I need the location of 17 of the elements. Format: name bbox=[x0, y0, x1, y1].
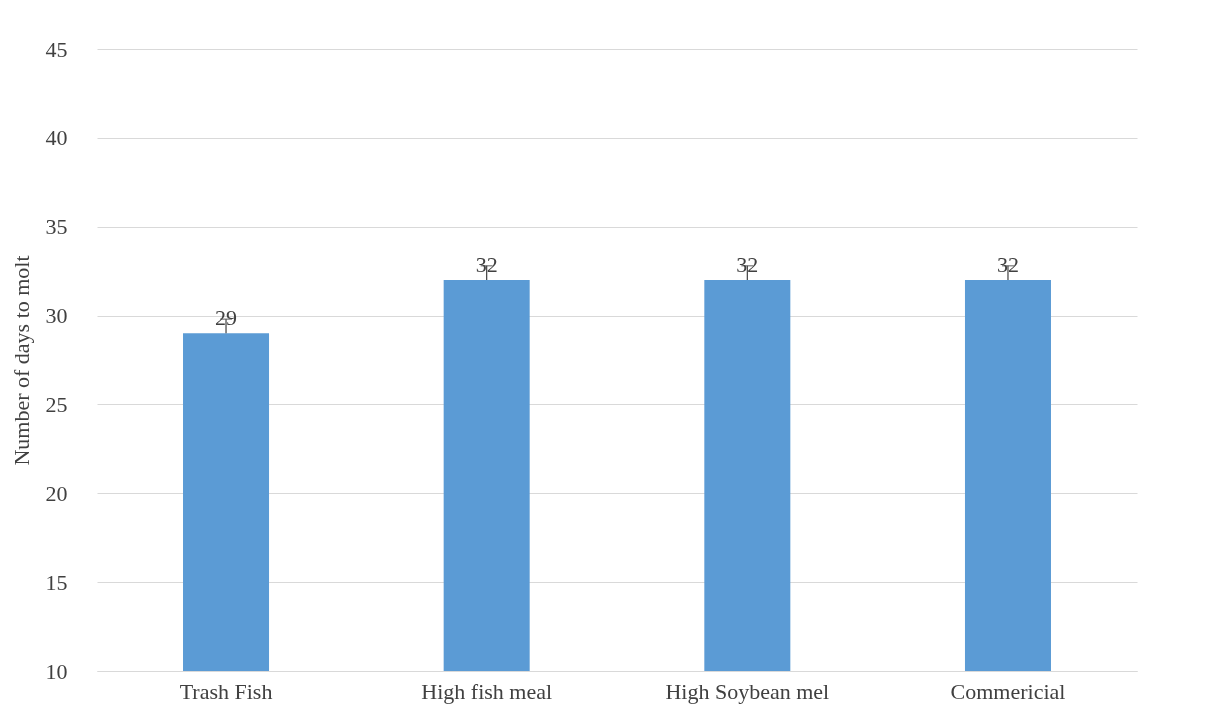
data-label: 29 bbox=[215, 305, 238, 331]
y-tick-label: 30 bbox=[45, 303, 68, 329]
x-tick-label: Commericial bbox=[950, 678, 1066, 704]
x-tick-label: High fish meal bbox=[421, 678, 553, 704]
y-tick-label: 40 bbox=[45, 125, 68, 151]
y-tick-label: 20 bbox=[45, 480, 68, 506]
y-tick-label: 15 bbox=[45, 569, 68, 595]
x-tick-label: Trash Fish bbox=[179, 678, 273, 704]
y-tick-label: 10 bbox=[45, 658, 68, 684]
x-tick-label: High Soybean mel bbox=[665, 678, 830, 704]
y-axis-title: Number of days to molt bbox=[8, 255, 34, 466]
data-label: 32 bbox=[736, 252, 759, 278]
y-tick-label: 45 bbox=[45, 36, 68, 62]
y-tick-label: 35 bbox=[45, 214, 68, 240]
data-label: 32 bbox=[996, 252, 1019, 278]
y-tick-label: 25 bbox=[45, 391, 68, 417]
data-label: 32 bbox=[475, 252, 498, 278]
